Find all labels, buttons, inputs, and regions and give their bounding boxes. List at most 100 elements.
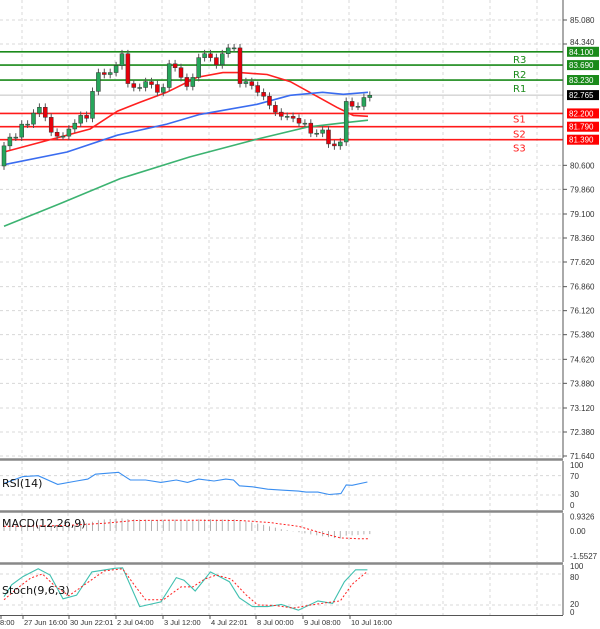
y-tick-label: 73.880	[570, 379, 595, 388]
bullish-candle	[60, 135, 66, 138]
bullish-candle	[90, 91, 95, 119]
bearish-candle	[54, 131, 60, 137]
bullish-candle	[355, 106, 361, 108]
level-name-s1: S1	[513, 114, 526, 125]
current-price-box	[567, 90, 599, 101]
level-price-box	[567, 46, 599, 57]
bearish-candle	[172, 63, 178, 68]
bullish-candle	[367, 95, 373, 98]
bullish-candle	[166, 63, 172, 88]
bullish-candle	[220, 53, 225, 66]
bearish-candle	[249, 81, 255, 86]
y-tick-label: 79.860	[570, 185, 595, 194]
bullish-candle	[243, 81, 249, 84]
level-price-box	[567, 121, 599, 132]
bearish-candle	[273, 105, 278, 113]
bearish-candle	[255, 85, 260, 93]
bullish-candle	[196, 57, 201, 78]
macd-panel: 0.9326 0.00 -1.5527	[3, 513, 598, 561]
y-tick-label: 72.380	[570, 428, 595, 437]
bearish-candle	[48, 117, 54, 133]
y-tick-label: 71.640	[570, 452, 595, 461]
y-tick-label: 80.600	[570, 161, 595, 170]
bearish-candle	[290, 116, 296, 119]
y-tick-label: 76.860	[570, 283, 595, 292]
bullish-candle	[25, 123, 30, 126]
rsi-tick-label: 0	[570, 501, 575, 510]
stoch-title: Stoch(9,6,3)	[2, 584, 70, 597]
bullish-candle	[72, 122, 78, 130]
stoch-tick-label: 100	[570, 562, 584, 571]
level-price-box	[567, 134, 599, 145]
stoch-panel: 100 80 200	[0, 562, 584, 617]
bullish-candle	[13, 136, 19, 139]
bullish-candle	[320, 129, 325, 134]
level-price-label: 84.100	[569, 48, 594, 57]
current-price-label: 82.765	[569, 91, 594, 100]
rsi-tick-label: 70	[570, 472, 579, 481]
rsi-tick-label: 30	[570, 490, 579, 499]
bearish-candle	[149, 81, 154, 85]
bearish-candle	[84, 115, 89, 119]
x-tick-label: 4 Jul 22:01	[211, 618, 248, 627]
stoch-main-line	[3, 567, 368, 611]
bearish-candle	[155, 84, 160, 93]
bearish-candle	[349, 101, 355, 107]
y-tick-label: 75.380	[570, 331, 595, 340]
level-price-box	[567, 60, 599, 71]
bearish-candle	[279, 111, 284, 117]
bullish-candle	[338, 141, 343, 147]
bullish-candle	[314, 132, 319, 135]
x-tick-label: 2 Jul 04:00	[117, 618, 154, 627]
stoch-tick-label: 0	[570, 608, 575, 617]
rsi-title: RSI(14)	[2, 477, 42, 490]
bearish-candle	[332, 143, 337, 147]
bearish-candle	[43, 107, 48, 118]
bullish-candle	[37, 107, 42, 114]
bullish-candle	[302, 122, 308, 125]
bearish-candle	[296, 118, 302, 124]
macd-signal-line	[3, 519, 370, 540]
moving-averages	[3, 71, 369, 228]
level-name-s2: S2	[513, 130, 526, 141]
bearish-candle	[237, 47, 243, 84]
x-tick-label: 27 Jun 16:00	[24, 618, 67, 627]
x-tick-label: 30 Jun 22:01	[70, 618, 113, 627]
bullish-candle	[190, 77, 196, 87]
support-resistance-levels: R3 R2 R1 S1 S2 S3	[0, 50, 563, 155]
level-price-label: 83.690	[569, 61, 594, 70]
level-name-r1: R1	[513, 84, 526, 95]
rsi-panel: 100 70 30 0	[0, 461, 584, 510]
y-tick-label: 78.360	[570, 234, 595, 243]
x-tick-label: 8:00	[0, 618, 15, 627]
bearish-candle	[267, 95, 272, 106]
bearish-candle	[326, 129, 331, 145]
rsi-tick-label: 100	[570, 461, 584, 470]
bullish-candle	[161, 87, 166, 93]
bullish-candle	[1, 145, 7, 167]
bullish-candle	[31, 112, 36, 125]
bullish-candle	[361, 97, 367, 107]
bullish-candle	[137, 87, 142, 89]
level-price-label: 82.200	[569, 109, 594, 118]
macd-tick-label: -1.5527	[570, 552, 598, 561]
macd-tick-label: 0.00	[570, 527, 586, 536]
bearish-candle	[131, 83, 137, 88]
bullish-candle	[113, 65, 119, 73]
level-price-label: 81.390	[569, 136, 594, 145]
bullish-candle	[119, 53, 125, 66]
level-price-box	[567, 75, 599, 86]
bullish-candle	[66, 128, 72, 137]
level-name-r3: R3	[513, 55, 526, 66]
bullish-candle	[19, 123, 24, 138]
bearish-candle	[214, 57, 219, 66]
stoch-tick-label: 20	[570, 600, 579, 609]
level-name-r2: R2	[513, 70, 526, 81]
bullish-candle	[78, 115, 83, 124]
bullish-candle	[7, 136, 13, 147]
bullish-candle	[225, 47, 231, 54]
bearish-candle	[308, 122, 314, 134]
candles	[1, 44, 373, 170]
